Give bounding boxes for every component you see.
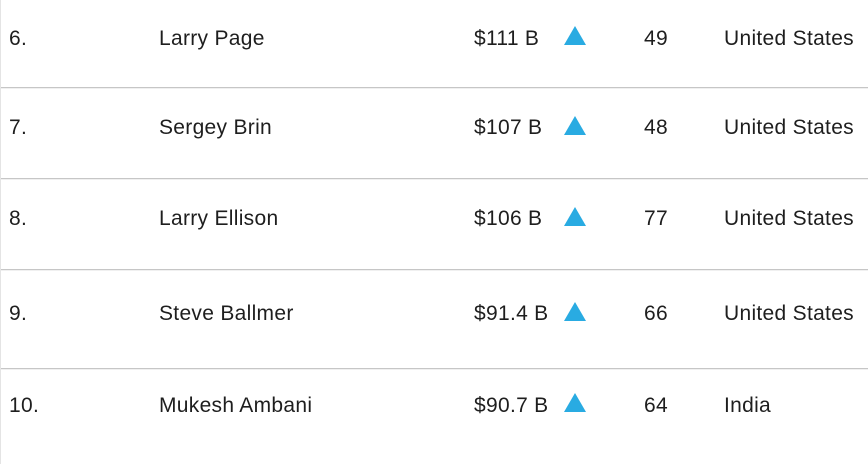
age-cell: 49: [644, 26, 668, 50]
triangle-up-icon: [564, 26, 586, 45]
table-row: 7. Sergey Brin $107 B 48 United States: [1, 88, 868, 179]
age-cell: 48: [644, 116, 668, 139]
net-worth-cell: $111 B: [474, 26, 540, 50]
table-row: 10. Mukesh Ambani $90.7 B 64 India: [1, 369, 868, 464]
net-worth-cell: $91.4 B: [474, 302, 549, 325]
triangle-up-icon: [564, 206, 586, 226]
rank-cell: 10.: [9, 393, 40, 417]
name-cell: Larry Ellison: [159, 207, 279, 230]
name-cell: Mukesh Ambani: [159, 393, 313, 417]
age-cell: 66: [644, 302, 668, 325]
country-cell: United States: [724, 207, 854, 230]
change-cell: [564, 393, 644, 418]
country-cell: United States: [724, 26, 854, 50]
change-cell: [564, 26, 644, 51]
table-row: 9. Steve Ballmer $91.4 B 66 United State…: [1, 270, 868, 369]
net-worth-cell: $106 B: [474, 207, 543, 230]
change-cell: [564, 115, 644, 141]
country-cell: United States: [724, 302, 854, 325]
rank-cell: 6.: [9, 26, 28, 50]
table-row: 8. Larry Ellison $106 B 77 United States: [1, 179, 868, 270]
country-cell: United States: [724, 116, 854, 139]
change-cell: [564, 206, 644, 232]
name-cell: Steve Ballmer: [159, 302, 294, 325]
name-cell: Sergey Brin: [159, 116, 273, 139]
rank-cell: 8.: [9, 207, 28, 230]
country-cell: India: [724, 393, 772, 417]
change-cell: [564, 301, 644, 327]
rank-cell: 9.: [9, 302, 28, 325]
age-cell: 64: [644, 393, 668, 417]
triangle-up-icon: [564, 115, 586, 135]
name-cell: Larry Page: [159, 26, 265, 50]
age-cell: 77: [644, 207, 668, 230]
table-row: 6. Larry Page $111 B 49 United States: [1, 0, 868, 88]
net-worth-cell: $107 B: [474, 116, 543, 139]
rank-cell: 7.: [9, 116, 28, 139]
net-worth-cell: $90.7 B: [474, 393, 549, 417]
triangle-up-icon: [564, 393, 586, 412]
triangle-up-icon: [564, 301, 586, 321]
